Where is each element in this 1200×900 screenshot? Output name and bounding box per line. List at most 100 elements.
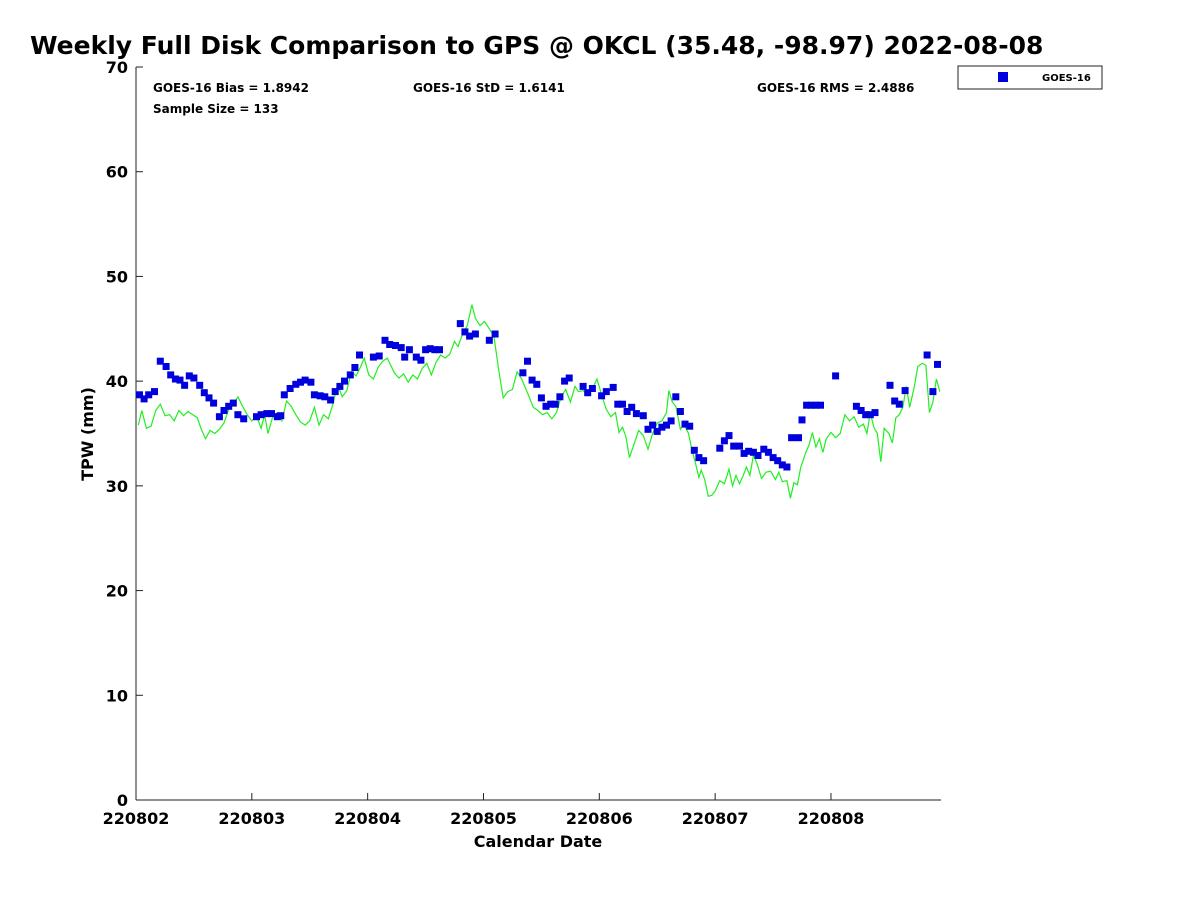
data-point-goes16 bbox=[461, 328, 469, 336]
data-point-goes16 bbox=[307, 378, 315, 386]
data-point-goes16 bbox=[658, 423, 666, 431]
data-point-goes16 bbox=[895, 400, 903, 408]
x-tick-label: 220806 bbox=[566, 809, 633, 828]
legend-marker-goes16 bbox=[998, 72, 1008, 82]
data-point-goes16 bbox=[602, 388, 610, 396]
data-point-goes16 bbox=[774, 457, 782, 465]
x-tick-label: 220804 bbox=[334, 809, 401, 828]
data-point-goes16 bbox=[356, 351, 363, 359]
data-point-goes16 bbox=[778, 461, 786, 469]
data-point-goes16 bbox=[760, 445, 768, 453]
data-point-goes16 bbox=[639, 412, 647, 420]
data-point-goes16 bbox=[167, 371, 175, 379]
data-point-goes16 bbox=[681, 420, 689, 428]
data-point-goes16 bbox=[156, 357, 164, 365]
data-point-goes16 bbox=[292, 380, 300, 388]
data-point-goes16 bbox=[588, 385, 596, 392]
data-point-goes16 bbox=[730, 442, 738, 450]
chart-title: Weekly Full Disk Comparison to GPS @ OKC… bbox=[30, 31, 1043, 60]
data-point-goes16 bbox=[234, 411, 242, 419]
data-point-goes16 bbox=[542, 402, 550, 410]
legend: GOES-16 bbox=[957, 65, 1103, 90]
data-point-goes16 bbox=[140, 395, 148, 403]
data-point-goes16 bbox=[716, 444, 724, 452]
data-point-goes16 bbox=[331, 388, 339, 396]
data-point-goes16 bbox=[386, 341, 394, 348]
series-layer bbox=[136, 304, 941, 499]
data-point-goes16 bbox=[422, 346, 430, 354]
data-point-goes16 bbox=[229, 399, 237, 407]
data-point-goes16 bbox=[886, 381, 894, 389]
data-point-goes16 bbox=[667, 417, 675, 425]
data-point-goes16 bbox=[268, 410, 275, 418]
data-point-goes16 bbox=[644, 425, 652, 433]
data-point-goes16 bbox=[812, 401, 820, 409]
data-point-goes16 bbox=[286, 385, 294, 392]
data-point-goes16 bbox=[565, 374, 573, 382]
data-point-goes16 bbox=[632, 410, 640, 418]
data-point-goes16 bbox=[171, 375, 179, 383]
data-point-goes16 bbox=[431, 346, 439, 354]
data-point-goes16 bbox=[327, 396, 335, 404]
data-point-goes16 bbox=[336, 382, 344, 390]
x-tick-label: 220808 bbox=[798, 809, 865, 828]
data-point-goes16 bbox=[456, 320, 464, 328]
x-tick-label: 220803 bbox=[218, 809, 285, 828]
y-tick-label: 50 bbox=[106, 267, 128, 286]
data-point-goes16 bbox=[375, 352, 383, 360]
data-point-goes16 bbox=[736, 442, 743, 450]
data-point-goes16 bbox=[561, 377, 569, 385]
data-point-goes16 bbox=[579, 382, 587, 390]
data-point-goes16 bbox=[795, 434, 802, 442]
y-tick-label: 70 bbox=[106, 58, 128, 77]
data-point-goes16 bbox=[181, 381, 189, 389]
data-point-goes16 bbox=[725, 432, 733, 440]
data-point-goes16 bbox=[519, 369, 527, 377]
data-point-goes16 bbox=[205, 394, 213, 402]
data-point-goes16 bbox=[185, 372, 193, 380]
x-tick-label: 220805 bbox=[450, 809, 517, 828]
y-tick-label: 30 bbox=[106, 477, 128, 496]
data-point-goes16 bbox=[871, 409, 879, 417]
data-point-goes16 bbox=[901, 387, 909, 395]
data-point-goes16 bbox=[533, 380, 541, 388]
data-point-goes16 bbox=[257, 411, 265, 419]
data-point-goes16 bbox=[764, 448, 772, 456]
data-point-goes16 bbox=[485, 336, 493, 344]
data-point-goes16 bbox=[649, 421, 657, 429]
y-axis-label: TPW (mm) bbox=[78, 387, 97, 481]
data-point-goes16 bbox=[190, 374, 198, 382]
data-point-goes16 bbox=[369, 353, 377, 361]
data-point-goes16 bbox=[471, 330, 479, 338]
data-point-goes16 bbox=[686, 422, 694, 430]
data-point-goes16 bbox=[280, 391, 288, 399]
data-point-goes16 bbox=[528, 376, 536, 384]
data-point-goes16 bbox=[310, 391, 318, 399]
data-point-goes16 bbox=[253, 413, 260, 421]
x-tick-label: 220807 bbox=[682, 809, 749, 828]
data-point-goes16 bbox=[240, 415, 248, 423]
data-point-goes16 bbox=[225, 402, 233, 410]
data-point-goes16 bbox=[695, 454, 703, 462]
data-point-goes16 bbox=[436, 346, 443, 354]
data-point-goes16 bbox=[162, 363, 170, 370]
y-tick-label: 60 bbox=[106, 163, 128, 182]
data-point-goes16 bbox=[891, 397, 899, 405]
data-point-goes16 bbox=[584, 389, 592, 397]
data-point-goes16 bbox=[628, 403, 636, 411]
data-point-goes16 bbox=[200, 389, 208, 397]
data-point-goes16 bbox=[405, 346, 413, 354]
data-point-goes16 bbox=[754, 452, 762, 459]
y-tick-label: 40 bbox=[106, 372, 128, 391]
data-point-goes16 bbox=[934, 360, 941, 368]
data-point-goes16 bbox=[866, 411, 874, 419]
data-point-goes16 bbox=[832, 372, 840, 380]
data-point-goes16 bbox=[392, 342, 399, 349]
plot-area bbox=[135, 67, 941, 801]
data-point-goes16 bbox=[556, 393, 564, 401]
data-point-goes16 bbox=[491, 330, 499, 338]
data-point-goes16 bbox=[740, 449, 748, 457]
data-point-goes16 bbox=[690, 446, 698, 454]
data-point-goes16 bbox=[220, 407, 228, 414]
data-point-goes16 bbox=[653, 427, 661, 435]
